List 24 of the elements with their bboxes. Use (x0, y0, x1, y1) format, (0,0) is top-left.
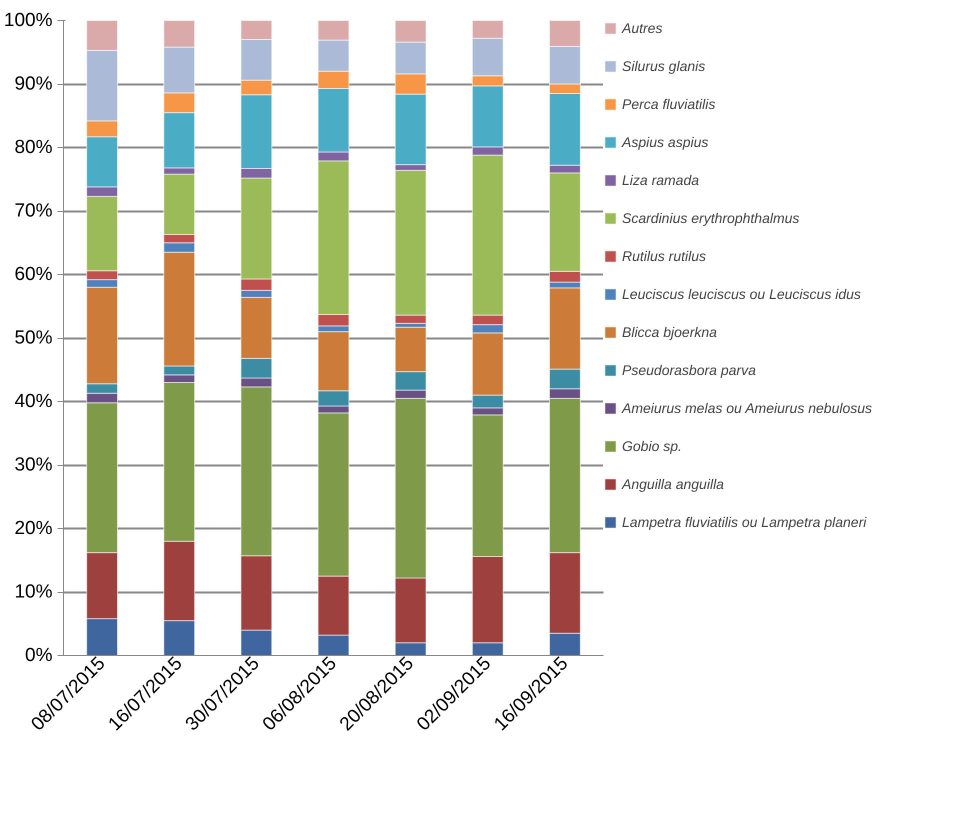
legend-label: Silurus glanis (622, 58, 706, 74)
y-tick-label: 10% (14, 582, 53, 602)
legend-label: Liza ramada (622, 172, 700, 188)
y-tick-label: 80% (14, 137, 53, 158)
legend-label: Ameiurus melas ou Ameiurus nebulosus (622, 400, 872, 416)
legend-label: Lampetra fluviatilis ou Lampetra planeri (622, 514, 866, 530)
y-tick-label: 30% (14, 454, 53, 476)
legend-label: Perca fluviatilis (622, 96, 716, 112)
legend-label: Leuciscus leuciscus ou Leuciscus idus (622, 286, 861, 302)
legend-label: Blicca bjoerkna (622, 324, 717, 340)
y-tick-label: 70% (14, 200, 53, 222)
y-tick-label: 60% (14, 264, 53, 285)
legend-label: Pseudorasbora parva (622, 362, 756, 378)
legend-label: Gobio sp. (622, 438, 682, 454)
y-tick-label: 40% (14, 391, 53, 412)
legend-label: Anguilla anguilla (622, 476, 724, 492)
legend-label: Aspius aspius (622, 134, 708, 150)
legend-label: Autres (622, 20, 662, 36)
y-tick-label: 20% (14, 518, 53, 539)
legend-label: Scardinius erythrophthalmus (622, 210, 800, 226)
y-tick-label: 90% (14, 74, 53, 94)
y-tick-label: 50% (14, 328, 53, 348)
y-tick-label: 100% (4, 10, 53, 31)
legend-label: Rutilus rutilus (622, 248, 706, 264)
